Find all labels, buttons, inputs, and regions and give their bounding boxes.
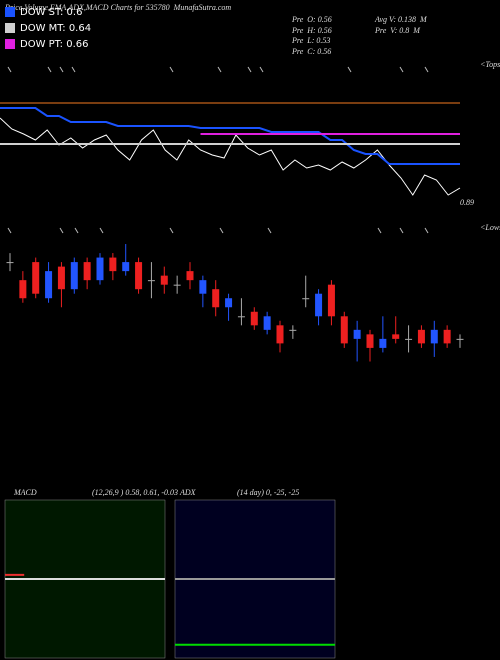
annotation: Pre C: 0.56 xyxy=(291,47,331,56)
lows-markers xyxy=(7,227,429,234)
legend-swatch xyxy=(5,39,15,49)
candle-body xyxy=(83,262,91,281)
candle-body xyxy=(6,262,14,264)
candle-body xyxy=(135,262,143,290)
chart-title: Price,Volume,EMA,ADX,MACD Charts for 535… xyxy=(4,3,231,12)
annotation: Avg V: 0.138 M xyxy=(374,15,428,24)
candle-body xyxy=(263,316,271,330)
candle-body xyxy=(250,311,258,326)
panel-subtitle: (14 day) 0, -25, -25 xyxy=(237,488,299,497)
candle-body xyxy=(443,329,451,344)
series-line xyxy=(0,117,461,196)
candle-body xyxy=(366,334,374,348)
legend-label: DOW MT: 0.64 xyxy=(20,23,91,34)
candle-body xyxy=(392,334,400,339)
candle-body xyxy=(405,338,413,340)
candle-body xyxy=(57,266,65,290)
candle-body xyxy=(32,262,40,294)
candle-body xyxy=(225,298,233,308)
legend-swatch xyxy=(5,23,15,33)
panel-title: ADX xyxy=(179,488,197,497)
candle-body xyxy=(96,257,104,281)
candle-body xyxy=(237,316,245,318)
legend-label: DOW PT: 0.66 xyxy=(20,39,89,50)
panel-title: MACD xyxy=(13,488,37,497)
annotation: Pre V: 0.8 M xyxy=(374,26,421,35)
candle-body xyxy=(327,284,335,317)
annotation: Pre L: 0.53 xyxy=(291,36,330,45)
candle-body xyxy=(289,329,297,331)
candle-body xyxy=(379,338,387,348)
candle-body xyxy=(199,280,207,294)
candle-body xyxy=(173,284,181,286)
annotation: 0.89 xyxy=(460,198,474,207)
candle-body xyxy=(147,280,155,282)
candle-body xyxy=(340,316,348,344)
legend-swatch xyxy=(5,7,15,17)
tops-markers xyxy=(7,66,429,73)
candle-body xyxy=(19,280,27,299)
candle-body xyxy=(456,338,464,340)
candle-body xyxy=(186,271,194,281)
candle-body xyxy=(315,293,323,317)
annotation: Pre O: 0.56 xyxy=(291,15,332,24)
series-line xyxy=(0,107,460,165)
candle-body xyxy=(122,262,130,272)
candle-body xyxy=(45,271,53,299)
candle-body xyxy=(302,298,310,300)
candle-body xyxy=(276,325,284,344)
candle-body xyxy=(70,262,78,290)
annotation: <Lows xyxy=(480,223,500,232)
candle-body xyxy=(160,275,168,285)
candle-body xyxy=(109,257,117,272)
annotation: <Tops xyxy=(480,60,500,69)
candle-body xyxy=(430,329,438,344)
annotation: Pre H: 0.56 xyxy=(291,26,332,35)
candle-body xyxy=(417,329,425,344)
candle-body xyxy=(212,289,220,308)
candle-body xyxy=(353,329,361,339)
panel-subtitle: (12,26,9 ) 0.58, 0.61, -0.03 xyxy=(92,488,178,497)
legend-label: DOW ST: 0.6 xyxy=(20,7,82,18)
